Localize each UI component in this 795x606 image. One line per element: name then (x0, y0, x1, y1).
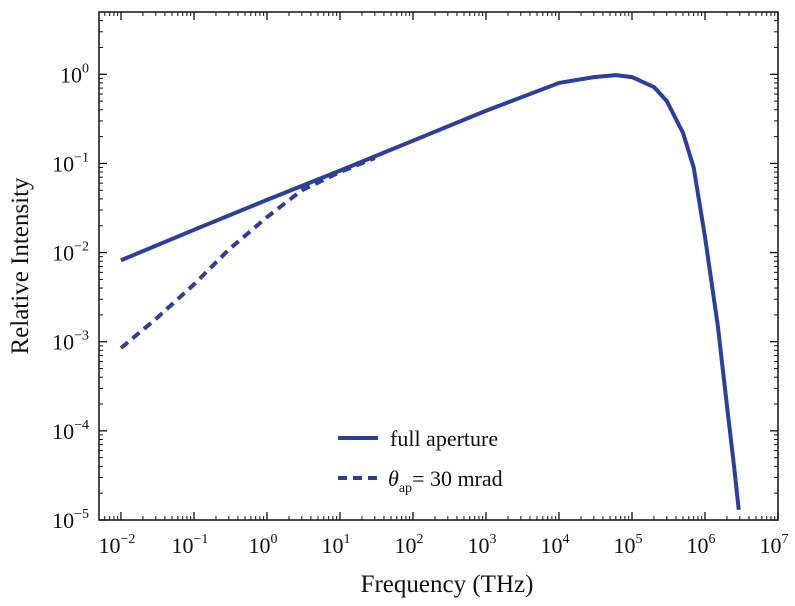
y-axis-label: Relative Intensity (7, 177, 34, 355)
legend-label-subscript: ap (399, 481, 412, 496)
legend: full aperture θap= 30 mrad (338, 426, 503, 496)
legend-label-full-aperture: full aperture (390, 426, 498, 451)
legend-label-theta: θ (388, 466, 399, 491)
x-tick-label: 104 (540, 532, 569, 558)
series-line-full-aperture (120, 73, 741, 511)
y-tick-label: 100 (60, 61, 89, 87)
y-axis: 10−5 10−4 10−3 10−2 10−1 100 (52, 11, 778, 533)
series-line-aperture-30mrad (119, 156, 376, 350)
y-tick-label: 10−3 (52, 329, 89, 355)
x-tick-label: 101 (321, 532, 350, 558)
series-layer (119, 73, 741, 511)
x-tick-label: 100 (248, 532, 277, 558)
y-tick-label: 10−5 (52, 507, 89, 533)
y-tick-label: 10−2 (52, 240, 89, 266)
x-axis-label: Frequency (THz) (361, 571, 534, 598)
x-tick-label: 10−1 (172, 532, 209, 558)
x-tick-label: 103 (467, 532, 496, 558)
x-tick-label: 105 (613, 532, 642, 558)
legend-label-aperture-30mrad: θap= 30 mrad (388, 466, 503, 496)
x-tick-label: 107 (760, 532, 789, 558)
legend-label-text: = 30 mrad (412, 466, 503, 491)
y-tick-label: 10−4 (52, 418, 89, 444)
x-tick-label: 106 (686, 532, 715, 558)
x-axis: 10−2 10−1 100 101 102 103 104 105 106 107 (98, 12, 789, 558)
x-tick-label: 102 (394, 532, 423, 558)
y-tick-label: 10−1 (52, 150, 89, 176)
x-tick-label: 10−2 (99, 532, 136, 558)
